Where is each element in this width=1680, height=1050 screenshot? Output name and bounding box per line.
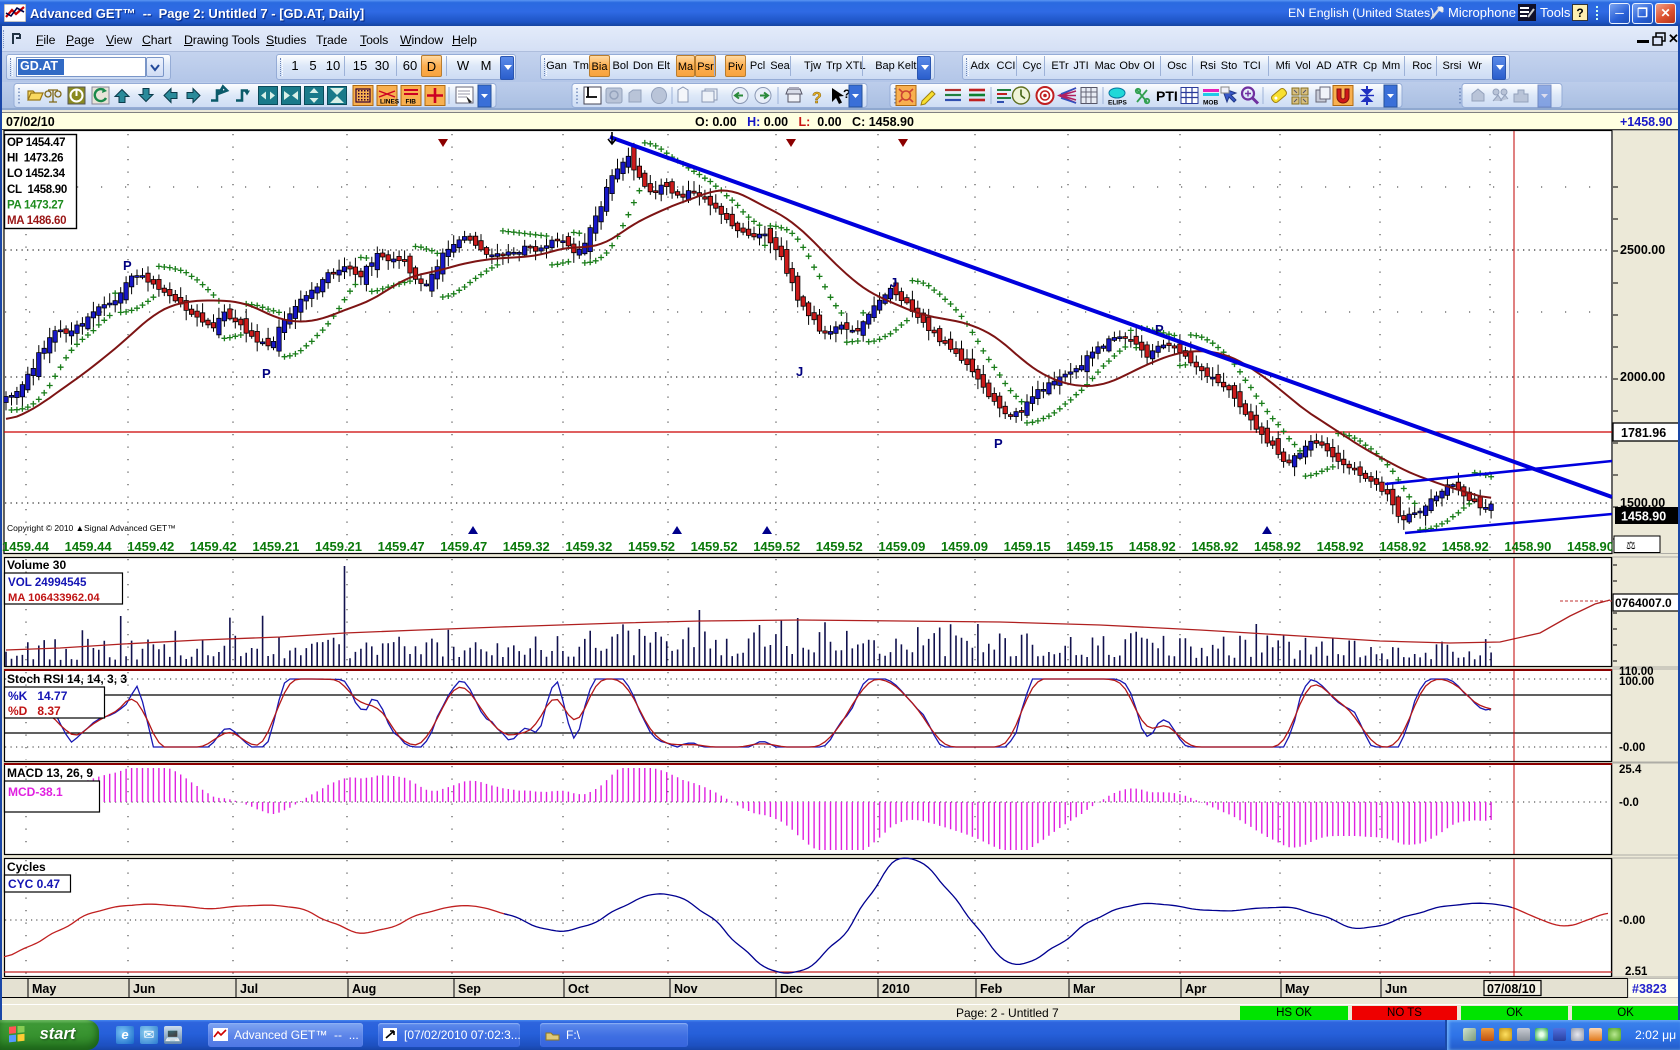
svg-text:FIB: FIB bbox=[406, 99, 417, 106]
svg-text:J: J bbox=[796, 364, 803, 379]
svg-text:110.00: 110.00 bbox=[1619, 666, 1654, 678]
svg-text:Stoch RSI 14, 14, 3, 3: Stoch RSI 14, 14, 3, 3 bbox=[7, 672, 127, 686]
svg-text:1459.52: 1459.52 bbox=[691, 539, 738, 554]
svg-text:Sep: Sep bbox=[458, 982, 481, 996]
svg-text:1459.09: 1459.09 bbox=[941, 539, 988, 554]
svg-text:#3823: #3823 bbox=[1632, 982, 1667, 996]
svg-text:⚖: ⚖ bbox=[1626, 540, 1636, 552]
svg-text:-0.00: -0.00 bbox=[1619, 915, 1645, 927]
svg-text:Mar: Mar bbox=[1073, 982, 1095, 996]
svg-text:Jun: Jun bbox=[133, 982, 155, 996]
svg-text:2000.00: 2000.00 bbox=[1620, 370, 1665, 384]
svg-text:%K 14.77: %K 14.77 bbox=[8, 689, 68, 703]
svg-text:HI 1473.26: HI 1473.26 bbox=[7, 153, 63, 165]
svg-text:Aug: Aug bbox=[352, 982, 376, 996]
svg-text:1459.21: 1459.21 bbox=[315, 539, 362, 554]
svg-text:1458.92: 1458.92 bbox=[1317, 539, 1364, 554]
svg-text:P: P bbox=[994, 436, 1003, 451]
svg-text:P: P bbox=[123, 258, 132, 273]
svg-text:J: J bbox=[890, 275, 897, 290]
svg-text:1459.32: 1459.32 bbox=[565, 539, 612, 554]
svg-text:Copyright © 2010 ▲Signal Advan: Copyright © 2010 ▲Signal Advanced GET™ bbox=[7, 523, 176, 533]
svg-text:1459.32: 1459.32 bbox=[503, 539, 550, 554]
svg-text:1459.44: 1459.44 bbox=[2, 539, 50, 554]
svg-text:May: May bbox=[32, 982, 56, 996]
svg-text:PTI: PTI bbox=[1156, 88, 1178, 104]
svg-text:%D 8.37: %D 8.37 bbox=[8, 704, 61, 718]
svg-text:1458.92: 1458.92 bbox=[1129, 539, 1176, 554]
svg-text:0764007.0: 0764007.0 bbox=[1615, 596, 1672, 610]
svg-text:Feb: Feb bbox=[980, 982, 1003, 996]
svg-text:1459.15: 1459.15 bbox=[1004, 539, 1051, 554]
svg-text:May: May bbox=[1285, 982, 1309, 996]
svg-text:Dec: Dec bbox=[780, 982, 803, 996]
svg-text:1459.47: 1459.47 bbox=[440, 539, 487, 554]
svg-text:MCD-38.1: MCD-38.1 bbox=[8, 785, 63, 799]
svg-text:Oct: Oct bbox=[568, 982, 590, 996]
svg-text:Jul: Jul bbox=[240, 982, 258, 996]
svg-text:Jun: Jun bbox=[1385, 982, 1407, 996]
svg-text:MOB: MOB bbox=[1203, 100, 1218, 107]
svg-text:Volume 30: Volume 30 bbox=[7, 558, 66, 572]
svg-text:1459.52: 1459.52 bbox=[628, 539, 675, 554]
svg-text:-0.0: -0.0 bbox=[1619, 797, 1639, 809]
svg-text:CYC 0.47: CYC 0.47 bbox=[8, 877, 60, 891]
svg-text:1459.52: 1459.52 bbox=[753, 539, 800, 554]
svg-text:1459.21: 1459.21 bbox=[252, 539, 299, 554]
svg-text:?: ? bbox=[843, 87, 850, 101]
svg-text:ELIPS: ELIPS bbox=[1108, 100, 1127, 107]
svg-text:-0.00: -0.00 bbox=[1619, 742, 1645, 754]
svg-text:1458.92: 1458.92 bbox=[1191, 539, 1238, 554]
svg-text:?: ? bbox=[812, 90, 822, 107]
svg-text:100.00: 100.00 bbox=[1619, 676, 1654, 688]
svg-text:1459.52: 1459.52 bbox=[816, 539, 863, 554]
svg-text:MA 1486.60: MA 1486.60 bbox=[7, 215, 66, 227]
svg-text:VOL 24994545: VOL 24994545 bbox=[8, 576, 87, 589]
svg-text:2.51: 2.51 bbox=[1625, 966, 1648, 978]
svg-text:1500.00: 1500.00 bbox=[1620, 496, 1665, 510]
svg-text:2500.00: 2500.00 bbox=[1620, 243, 1665, 257]
svg-text:1458.92: 1458.92 bbox=[1379, 539, 1426, 554]
svg-text:Nov: Nov bbox=[674, 982, 698, 996]
svg-text:LINES: LINES bbox=[380, 99, 400, 106]
svg-text:Cycles: Cycles bbox=[7, 860, 46, 874]
svg-text:1459.42: 1459.42 bbox=[190, 539, 237, 554]
svg-text:1458.90: 1458.90 bbox=[1504, 539, 1551, 554]
svg-text:1459.09: 1459.09 bbox=[878, 539, 925, 554]
svg-text:CL 1458.90: CL 1458.90 bbox=[7, 184, 67, 196]
svg-text:1459.44: 1459.44 bbox=[65, 539, 113, 554]
svg-text:1458.92: 1458.92 bbox=[1442, 539, 1489, 554]
svg-text:07/08/10: 07/08/10 bbox=[1487, 982, 1536, 996]
svg-text:P: P bbox=[1155, 322, 1164, 337]
svg-text:25.4: 25.4 bbox=[1619, 764, 1642, 776]
svg-text:2010: 2010 bbox=[882, 982, 910, 996]
svg-text:OP 1454.47: OP 1454.47 bbox=[7, 137, 65, 149]
svg-text:LO 1452.34: LO 1452.34 bbox=[7, 168, 66, 180]
svg-text:1459.42: 1459.42 bbox=[127, 539, 174, 554]
svg-text:PA 1473.27: PA 1473.27 bbox=[7, 199, 63, 211]
svg-text:1459.47: 1459.47 bbox=[378, 539, 425, 554]
svg-text:1458.90: 1458.90 bbox=[1567, 539, 1614, 554]
svg-text:MACD 13, 26, 9: MACD 13, 26, 9 bbox=[7, 766, 93, 780]
svg-text:MA 106433962.04: MA 106433962.04 bbox=[8, 592, 100, 604]
svg-text:P: P bbox=[262, 366, 271, 381]
svg-text:1458.92: 1458.92 bbox=[1254, 539, 1301, 554]
svg-text:1781.96: 1781.96 bbox=[1621, 426, 1666, 440]
svg-text:1458.90: 1458.90 bbox=[1621, 510, 1666, 524]
svg-text:Apr: Apr bbox=[1185, 982, 1207, 996]
svg-text:1459.15: 1459.15 bbox=[1066, 539, 1113, 554]
